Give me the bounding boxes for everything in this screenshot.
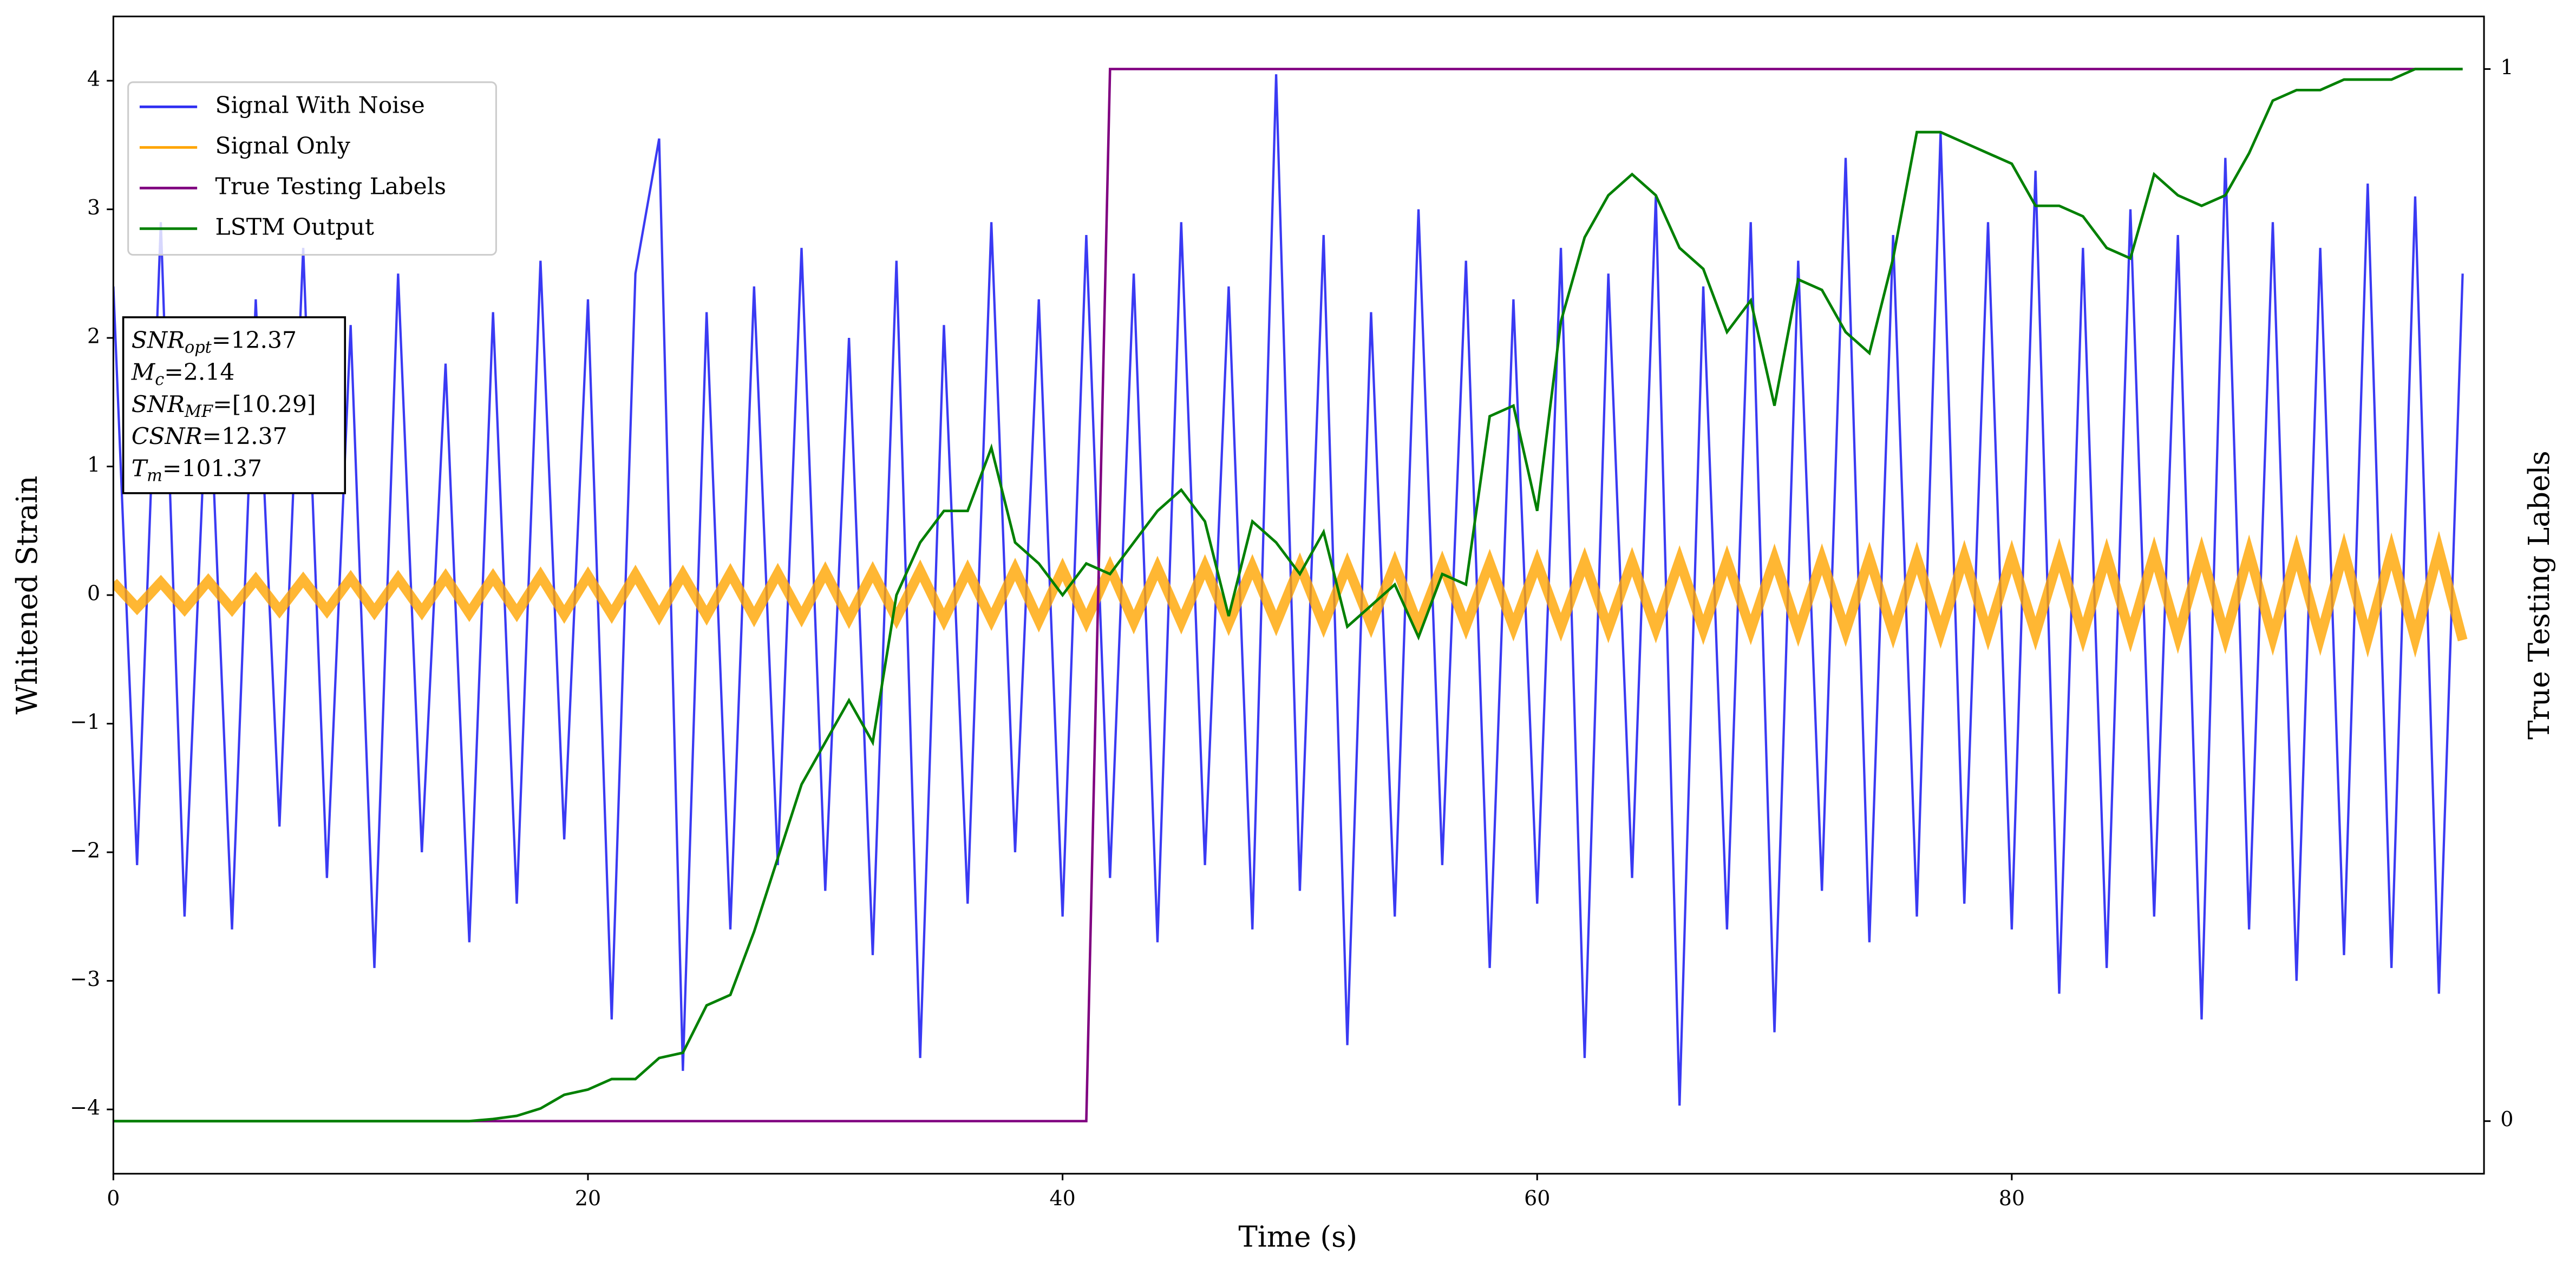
series-line [113, 74, 2464, 1106]
annotation-line: SNRopt=12.37 [132, 328, 297, 357]
annotation-subscript: m [147, 466, 162, 485]
y-tick-label: 4 [87, 67, 100, 91]
annotation-symbol: SNR [132, 391, 185, 418]
annotation-symbol: T [132, 455, 148, 482]
series-line [113, 531, 2468, 658]
y-tick-label: 3 [87, 195, 100, 219]
annotation-subscript: MF [184, 402, 213, 421]
y-tick-label: 1 [87, 453, 100, 476]
y2-tick-label: 1 [2500, 55, 2513, 79]
annotation-line: CSNR=12.37 [132, 423, 287, 450]
annotation-subscript: c [155, 370, 164, 389]
annotation-value: =2.14 [164, 360, 234, 386]
x-tick-label: 0 [107, 1186, 120, 1210]
annotation-value: =[10.29] [213, 391, 316, 418]
y-tick-label: 0 [87, 582, 100, 605]
y-tick-label: −3 [70, 967, 100, 991]
annotation-value: =101.37 [162, 455, 262, 482]
y-tick-label: 2 [87, 324, 100, 348]
legend-label: True Testing Labels [215, 173, 447, 200]
annotation-symbol: SNR [132, 328, 185, 354]
annotation-line: SNRMF=[10.29] [132, 391, 316, 421]
legend-label: Signal Only [215, 133, 350, 159]
x-tick-label: 60 [1524, 1186, 1550, 1210]
annotation: SNRopt=12.37Mc=2.14SNRMF=[10.29]CSNR=12.… [122, 316, 346, 494]
x-tick-label: 20 [575, 1186, 601, 1210]
y2-tick-label: 0 [2500, 1107, 2513, 1131]
x-tick-label: 40 [1049, 1186, 1075, 1210]
annotation-subscript: opt [185, 338, 212, 357]
annotation-symbol: CSNR [132, 423, 202, 450]
annotation-symbol: M [131, 360, 156, 386]
plot-area [113, 68, 2468, 1123]
legend: Signal With Noise Signal Only True Testing… [127, 81, 497, 256]
y-tick-label: −4 [70, 1096, 100, 1120]
legend-box [127, 81, 497, 256]
series-line [113, 68, 2463, 1122]
y-tick-label: −1 [70, 710, 100, 734]
y-axis-label: Whitened Strain [10, 476, 44, 715]
legend-label: LSTM Output [215, 214, 374, 240]
x-axis-label: Time (s) [1238, 1220, 1357, 1254]
series-line [113, 68, 2463, 1123]
annotation-line: Tm=101.37 [132, 455, 262, 485]
x-tick-label: 80 [1999, 1186, 2025, 1210]
annotation-box [122, 316, 346, 494]
annotation-value: =12.37 [212, 328, 297, 354]
annotation-line: Mc=2.14 [131, 360, 235, 389]
y-tick-label: −2 [70, 839, 100, 863]
y2-axis-label: True Testing Labels [2522, 450, 2556, 739]
annotation-value: =12.37 [202, 423, 287, 450]
legend-label: Signal With Noise [215, 92, 425, 119]
